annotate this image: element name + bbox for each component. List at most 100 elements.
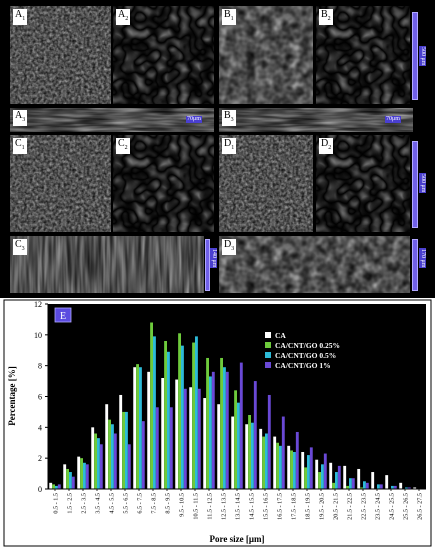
- bar: [253, 381, 257, 489]
- bar: [323, 453, 327, 489]
- bar: [301, 452, 305, 489]
- bar: [360, 487, 363, 489]
- bar: [234, 390, 237, 489]
- y-tick-label: 12: [34, 300, 42, 309]
- panel-label-d1: D1: [222, 138, 237, 154]
- x-tick-label: 25.5 - 26.5: [403, 493, 410, 520]
- bar: [155, 407, 159, 489]
- panel-label-c3: C3: [13, 239, 27, 255]
- bar: [343, 465, 347, 490]
- scale-bar-b3: 70μm: [385, 116, 411, 126]
- bar: [136, 364, 139, 489]
- y-tick-label: 10: [34, 331, 42, 340]
- bar: [150, 322, 153, 489]
- bar: [351, 478, 355, 489]
- x-tick-label: 1.5 - 2.5: [67, 493, 74, 514]
- bar: [195, 336, 198, 490]
- bar: [169, 407, 173, 489]
- bar: [80, 458, 83, 489]
- bar: [181, 345, 184, 490]
- x-tick-label: 16.5 - 17.5: [277, 493, 284, 520]
- bar: [248, 415, 251, 489]
- bar: [111, 424, 114, 489]
- bar: [122, 411, 125, 489]
- bar: [119, 394, 123, 489]
- bar: [105, 404, 109, 489]
- bar: [309, 447, 313, 490]
- bar: [127, 444, 131, 489]
- bar: [293, 452, 296, 489]
- bar: [307, 455, 310, 489]
- bar: [133, 367, 137, 489]
- bar: [335, 472, 338, 489]
- sem-image-d3: [219, 236, 410, 293]
- legend-swatch: [265, 342, 271, 348]
- bar: [262, 436, 265, 489]
- panel-label-a1: A1: [13, 9, 28, 25]
- bar: [318, 472, 321, 489]
- bar: [167, 351, 170, 489]
- x-tick-label: 20.5 - 21.5: [333, 493, 340, 520]
- bar: [273, 436, 277, 489]
- panel-label-b3: B3: [222, 110, 236, 126]
- bar: [287, 445, 291, 489]
- x-axis-title: Pore size [μm]: [210, 534, 265, 544]
- bar: [225, 371, 229, 489]
- bar: [377, 484, 380, 490]
- sem-panel-d1: D1: [219, 135, 313, 232]
- x-tick-label: 7.5 - 8.5: [151, 493, 158, 514]
- y-tick-label: 6: [38, 393, 42, 402]
- bar: [391, 485, 394, 489]
- pore-size-histogram: E 0 2 4 6 8 10 12 0.5 - 1.5 1.5 - 2.5 2.5 - 3.5 3…: [3, 299, 432, 547]
- legend-swatch: [265, 332, 271, 338]
- bar: [371, 472, 375, 489]
- bar: [329, 462, 333, 489]
- scale-bar-top: 500 μm: [410, 6, 432, 104]
- x-tick-label: 3.5 - 4.5: [95, 493, 102, 514]
- y-axis-title: Percentage [%]: [7, 366, 17, 426]
- x-tick-label: 13.5 - 14.5: [235, 493, 242, 520]
- sem-image-a3: [10, 108, 214, 132]
- x-tick-label: 24.5 - 25.5: [389, 493, 396, 520]
- bar: [164, 341, 167, 489]
- bar: [385, 475, 389, 490]
- bar: [315, 459, 319, 489]
- x-tick-label: 17.5 - 18.5: [291, 493, 298, 520]
- chart-panel-e: E 0 2 4 6 8 10 12 0.5 - 1.5 1.5 - 2.5 2.5 - 3.5 3…: [0, 298, 435, 550]
- bar: [63, 464, 67, 489]
- bar: [94, 433, 97, 489]
- legend-label: CA/CNT/GO 1%: [275, 361, 331, 370]
- scale-bar-c3: 140 μm: [204, 236, 217, 293]
- panel-label-b1: B1: [222, 9, 236, 25]
- bar: [363, 481, 366, 489]
- scale-label-a3: 70μm: [186, 116, 202, 123]
- bar: [276, 442, 279, 489]
- bar: [55, 485, 58, 489]
- sem-panel-b3: B3 70μm: [219, 108, 413, 132]
- x-tick-label: 4.5 - 5.5: [109, 493, 116, 514]
- bar: [245, 424, 249, 489]
- sem-panel-c3: C3: [10, 236, 204, 293]
- x-tick-label: 9.5 - 10.5: [179, 493, 186, 517]
- bar: [175, 379, 179, 489]
- x-tick-label: 12.5 - 13.5: [221, 493, 228, 520]
- bar: [357, 468, 361, 489]
- scale-label-c3: 140 μm: [210, 248, 217, 269]
- sem-panel-c1: C1: [10, 135, 111, 232]
- bar: [141, 421, 145, 489]
- legend-swatch: [265, 352, 271, 358]
- bar: [407, 487, 411, 489]
- sem-panel-a3: A3 70μm: [10, 108, 214, 132]
- bar: [77, 456, 81, 490]
- bar: [346, 485, 349, 489]
- bar: [113, 433, 117, 489]
- bar: [290, 450, 293, 489]
- y-tick-label: 8: [38, 362, 42, 371]
- x-axis: 0.5 - 1.5 1.5 - 2.5 2.5 - 3.5 3.5 - 4.5 4.5 …: [48, 488, 426, 520]
- panel-label-a2: A2: [116, 9, 131, 25]
- panel-label-b2: B2: [319, 9, 333, 25]
- panel-label-c1: C1: [13, 138, 27, 154]
- bar: [321, 464, 324, 489]
- bar: [259, 428, 263, 490]
- bar: [139, 367, 142, 489]
